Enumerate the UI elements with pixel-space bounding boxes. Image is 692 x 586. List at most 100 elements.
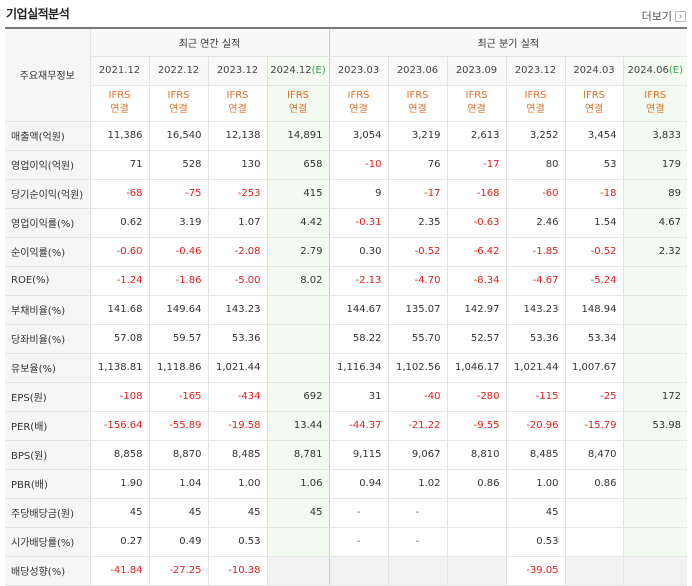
table-row: EPS(원) -108 -165 -434 692 31 -40 -280 -115 -25 172 (5, 381, 687, 412)
period-header: 2024.03 (564, 56, 623, 86)
table-cell: 9 (328, 179, 388, 209)
table-cell: -75 (148, 179, 208, 209)
table-cell (266, 527, 329, 557)
table-cell: 8.02 (266, 266, 329, 296)
table-cell: -0.63 (446, 207, 506, 238)
table-cell: 528 (148, 150, 208, 180)
table-cell: 1,116.34 (328, 353, 388, 383)
table-cell: 144.67 (328, 294, 388, 325)
table-cell: -2.13 (328, 266, 388, 296)
period-header: 2024.06(E) (622, 56, 687, 86)
table-row: 매출액(억원) 11,386 16,540 12,138 14,891 3,054 3,21… (5, 120, 687, 151)
chevron-right-icon: › (675, 10, 686, 22)
row-label: 유보율(%) (5, 353, 90, 383)
table-cell: -27.25 (148, 556, 208, 586)
ifrs-label: IFRS (347, 90, 370, 101)
table-cell (622, 469, 687, 499)
table-cell: 179 (622, 150, 687, 180)
period-label: 2024.03 (573, 65, 615, 76)
table-cell: 135.07 (387, 294, 447, 325)
table-cell: -253 (207, 179, 267, 209)
row-label: 당좌비율(%) (5, 324, 90, 354)
table-row: 영업이익률(%) 0.62 3.19 1.07 4.42 -0.31 2.35 -0.63 2.… (5, 207, 687, 238)
table-cell: 0.94 (328, 469, 388, 499)
table-cell: -15.79 (564, 411, 623, 441)
table-cell: 59.57 (148, 324, 208, 354)
table-cell: -0.46 (148, 237, 208, 267)
table-cell: -40 (387, 381, 447, 412)
table-cell: 148.94 (564, 294, 623, 325)
more-label: 더보기 (641, 10, 672, 23)
table-cell: 0.86 (446, 469, 506, 499)
table-cell: 8,485 (207, 440, 267, 470)
period-label: 2022.12 (157, 65, 200, 76)
table-cell: 0.53 (207, 527, 267, 557)
row-label: ROE(%) (5, 266, 90, 296)
table-cell: 3,219 (387, 120, 447, 151)
table-cell (446, 556, 506, 586)
table-row: 배당성향(%) -41.84 -27.25 -10.38 -39.05 (5, 556, 687, 586)
row-label: 순이익률(%) (5, 237, 90, 267)
table-cell: 2.35 (387, 207, 447, 238)
table-cell (622, 324, 687, 354)
ifrs-header: IFRS 연결 (446, 85, 506, 122)
table-cell: 9,067 (387, 440, 447, 470)
row-label: 주당배당금(원) (5, 497, 90, 528)
table-cell: -168 (446, 179, 506, 209)
table-cell: 31 (328, 381, 388, 412)
table-row: PER(배) -156.64 -55.89 -19.58 13.44 -44.37 -21.… (5, 411, 687, 441)
table-row: 순이익률(%) -0.60 -0.46 -2.08 2.79 0.30 -0.52 -6.42… (5, 237, 687, 267)
table-cell: 16,540 (148, 120, 208, 151)
table-cell: -25 (564, 381, 623, 412)
table-cell: 658 (266, 150, 329, 180)
table-row: 시가배당률(%) 0.27 0.49 0.53- -0.53 (5, 527, 687, 557)
period-header: 2023.03 (328, 56, 388, 86)
table-cell: 1.04 (148, 469, 208, 499)
estimate-mark: (E) (668, 65, 683, 76)
ifrs-header: IFRS 연결 (505, 85, 565, 122)
table-cell: -280 (446, 381, 506, 412)
row-label: 당기순이익(억원) (5, 179, 90, 209)
table-cell: -60 (505, 179, 565, 209)
corner-header: 주요재무정보 (5, 27, 91, 122)
table-cell: -5.00 (207, 266, 267, 296)
table-cell: -55.89 (148, 411, 208, 441)
consolidated-label: 연결 (169, 104, 188, 115)
ifrs-header: IFRS 연결 (564, 85, 623, 122)
more-link[interactable]: 더보기 › (642, 8, 686, 24)
consolidated-label: 연결 (110, 104, 129, 115)
table-cell: -10 (328, 150, 388, 180)
period-label: 2021.12 (98, 65, 141, 76)
table-cell: 14,891 (266, 120, 329, 151)
table-row: 유보율(%) 1,138.81 1,118.86 1,021.44 1,116.34 1,… (5, 353, 687, 383)
table-cell: - (328, 527, 388, 557)
table-cell: 0.49 (148, 527, 208, 557)
row-label: 시가배당률(%) (5, 527, 90, 557)
table-cell: 45 (207, 497, 267, 528)
table-cell: -8.34 (446, 266, 506, 296)
consolidated-label: 연결 (228, 104, 247, 115)
table-cell: 1,046.17 (446, 353, 506, 383)
table-cell: 1.90 (89, 469, 149, 499)
table-cell: 0.53 (505, 527, 565, 557)
table-cell (387, 556, 447, 586)
table-cell: 142.97 (446, 294, 506, 325)
table-cell: -18 (564, 179, 623, 209)
table-cell (564, 527, 623, 557)
estimate-mark: (E) (311, 65, 326, 76)
table-cell: -156.64 (89, 411, 149, 441)
table-cell: 1,007.67 (564, 353, 623, 383)
table-cell: 0.86 (564, 469, 623, 499)
table-cell: -0.31 (328, 207, 388, 238)
section-title: 기업실적분석 (6, 7, 70, 21)
ifrs-label: IFRS (644, 90, 667, 101)
ifrs-header: IFRS 연결 (89, 85, 149, 122)
table-cell: - (387, 497, 447, 528)
table-row: 당기순이익(억원) -68 -75 -253 415 9 -17 -168 -60 -18 89 (5, 179, 687, 209)
table-cell (622, 266, 687, 296)
table-cell: 2.79 (266, 237, 329, 267)
table-cell: -21.22 (387, 411, 447, 441)
row-label: PER(배) (5, 411, 90, 441)
ifrs-header: IFRS 연결 (387, 85, 447, 122)
table-cell: 4.67 (622, 207, 687, 238)
